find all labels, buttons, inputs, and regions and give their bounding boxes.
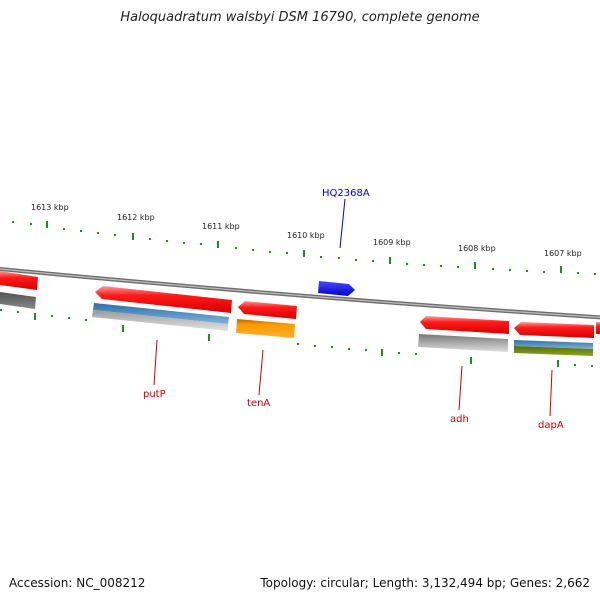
genome-summary-text: Topology: circular; Length: 3,132,494 bp… (260, 576, 590, 590)
gene-tenA[interactable] (238, 301, 297, 319)
gene-partial-left[interactable] (0, 271, 38, 290)
accession-text: Accession: NC_008212 (9, 576, 146, 590)
tick-label-1609: 1609 kbp (373, 238, 411, 247)
gene-dapA[interactable] (514, 322, 594, 338)
leader-line-putP (153, 339, 158, 386)
feature-bar-left-grey (0, 292, 36, 309)
genome-backbone (0, 266, 600, 320)
feature-bar-adh-grey (418, 334, 508, 352)
leader-line-dapA (549, 369, 553, 417)
feature-bar-tenA-orange (236, 319, 295, 338)
tick-label-1611: 1611 kbp (202, 222, 240, 231)
feature-bar-dapA-olive (514, 346, 593, 356)
gene-adh[interactable] (420, 316, 509, 334)
leader-line-tenA (258, 349, 264, 396)
tick-label-1610: 1610 kbp (287, 231, 325, 240)
gene-label-HQ2368A: HQ2368A (322, 188, 370, 199)
gene-partial-right (596, 322, 600, 334)
gene-label-dapA: dapA (538, 420, 564, 431)
feature-bar-putP-blue (93, 303, 229, 324)
inner-ticks (0, 309, 593, 367)
gene-label-tenA: tenA (247, 398, 270, 409)
gene-label-putP: putP (143, 389, 166, 400)
leader-line-HQ2368A (339, 198, 346, 249)
tick-label-1612: 1612 kbp (117, 213, 155, 222)
gene-label-adh: adh (450, 414, 469, 425)
map-title: Haloquadratum walsbyi DSM 16790, complet… (120, 10, 480, 25)
tick-label-1607: 1607 kbp (544, 249, 582, 258)
tick-label-1613: 1613 kbp (31, 203, 69, 212)
gene-HQ2368A[interactable] (318, 281, 355, 296)
leader-line-adh (458, 365, 463, 411)
tick-label-1608: 1608 kbp (458, 244, 496, 253)
outer-ticks (12, 221, 596, 275)
feature-bar-putP-grey (92, 310, 228, 331)
gene-putP[interactable] (95, 286, 232, 313)
